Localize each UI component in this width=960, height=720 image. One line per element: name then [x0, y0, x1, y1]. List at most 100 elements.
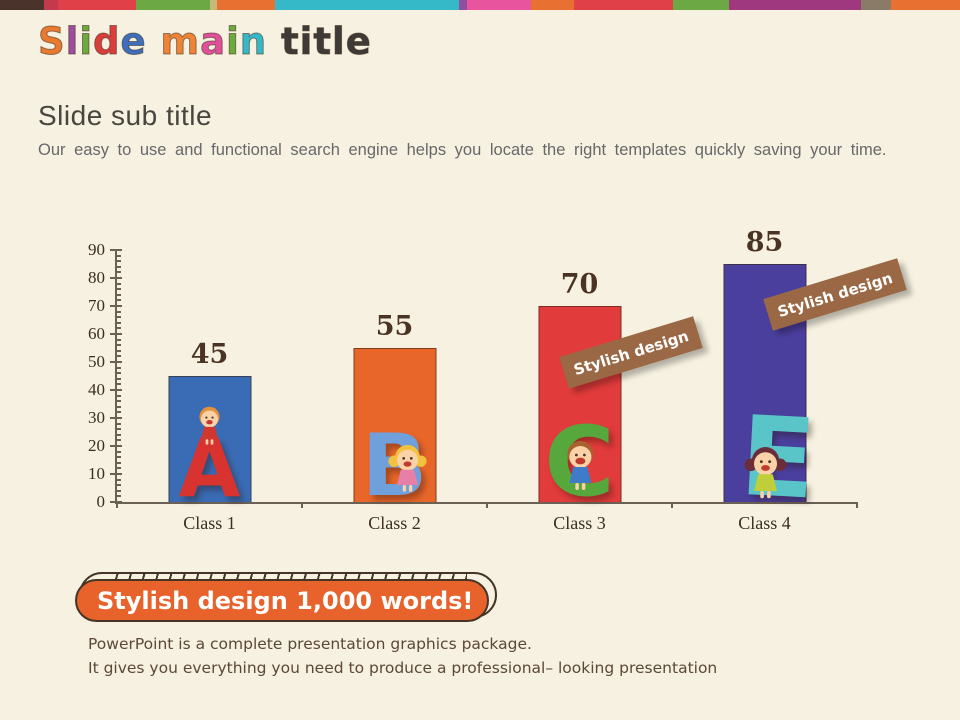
y-axis-tick	[115, 484, 121, 487]
body-text: Our easy to use and functional search en…	[38, 141, 887, 159]
kid-character-icon	[199, 406, 220, 445]
title-letter: S	[38, 20, 66, 63]
y-axis-tick	[110, 389, 122, 391]
y-axis-tick	[115, 461, 121, 464]
strip-segment	[467, 0, 531, 10]
y-axis-tick	[115, 310, 121, 313]
y-axis-label: 70	[88, 296, 105, 315]
bar-value-label: 55	[375, 311, 414, 342]
category-label: Class 3	[553, 513, 606, 533]
title-letter: e	[345, 20, 372, 63]
y-axis-tick	[115, 422, 121, 425]
bar-value-label: 70	[560, 269, 599, 300]
footer-line-2: It gives you everything you need to prod…	[88, 659, 718, 678]
title-letter: i	[299, 20, 314, 63]
y-axis-tick	[115, 433, 121, 436]
bar-rect-class-3: 70 C	[538, 269, 621, 510]
y-axis-tick	[115, 366, 121, 369]
x-axis-tick	[856, 502, 858, 508]
title-letter	[147, 20, 161, 63]
title-letter: l	[332, 20, 346, 63]
y-axis-tick	[115, 349, 121, 352]
chart-column-class-2: 55 B	[302, 250, 487, 509]
x-axis-tick	[671, 502, 673, 508]
banner-label: Stylish design 1,000 words!	[75, 579, 489, 622]
y-axis-tick	[115, 288, 121, 291]
y-axis-tick	[115, 467, 121, 470]
y-axis-tick	[115, 411, 121, 414]
title-letter: i	[79, 20, 94, 63]
x-axis-tick	[301, 502, 303, 508]
y-axis-tick	[115, 394, 121, 397]
strip-segment	[861, 0, 891, 10]
y-axis-tick	[110, 445, 122, 447]
strip-segment	[136, 0, 211, 10]
y-axis-tick	[115, 372, 121, 375]
title-letter: e	[120, 20, 147, 63]
title-letter: a	[200, 20, 227, 63]
y-axis-label: 10	[88, 464, 105, 483]
top-strip	[0, 0, 960, 10]
y-axis-tick	[115, 400, 121, 403]
chart-column-class-4: 85 E	[672, 227, 857, 523]
y-axis-tick	[115, 428, 121, 431]
y-axis-tick	[110, 417, 122, 419]
y-axis-tick	[115, 265, 121, 268]
strip-segment	[274, 0, 459, 10]
bar-value-label: 45	[190, 339, 229, 370]
y-axis-tick	[115, 271, 121, 274]
banner-stylish-design: Stylish design 1,000 words!	[75, 572, 497, 622]
x-axis-tick	[486, 502, 488, 508]
x-axis-tick	[116, 502, 118, 508]
bar-decoration: A	[169, 422, 250, 516]
title-letter: m	[160, 20, 201, 63]
y-axis-tick	[115, 355, 121, 358]
y-axis-tick	[115, 383, 121, 386]
y-axis-tick	[115, 293, 121, 296]
y-axis-tick	[115, 299, 121, 302]
y-axis-tick	[115, 456, 121, 459]
y-axis-tick	[115, 489, 121, 492]
bar-rect-class-2: 55 B	[353, 311, 436, 509]
y-axis-label: 40	[88, 380, 105, 399]
y-axis-tick	[115, 478, 121, 481]
title-letter	[267, 20, 281, 63]
y-axis-tick	[115, 439, 121, 442]
strip-segment	[728, 0, 862, 10]
y-axis-label: 60	[88, 324, 105, 343]
y-axis-label: 90	[88, 240, 105, 259]
footer-line-1: PowerPoint is a complete presentation gr…	[88, 635, 532, 653]
title-letter: t	[313, 20, 333, 63]
kid-character-icon	[567, 441, 594, 490]
title-letter: l	[65, 20, 80, 63]
kid-character-icon	[387, 445, 427, 493]
y-axis-label: 0	[96, 492, 106, 511]
bar-chart: 45 A 55 B	[88, 227, 907, 533]
decorative-letter-a: A	[178, 422, 241, 516]
strip-segment	[0, 0, 45, 10]
y-axis-tick	[110, 249, 122, 251]
strip-segment	[210, 0, 217, 10]
y-axis-tick	[115, 450, 121, 453]
y-axis-label: 30	[88, 408, 105, 427]
y-axis-label: 80	[88, 268, 105, 287]
title-letter: n	[239, 20, 268, 63]
title-letter: i	[226, 20, 240, 63]
category-label: Class 4	[738, 513, 791, 533]
y-axis-tick	[115, 260, 121, 263]
y-axis-tick	[115, 495, 121, 498]
y-axis-label: 20	[88, 436, 105, 455]
strip-segment	[57, 0, 137, 10]
category-label: Class 2	[368, 513, 421, 533]
y-axis-tick	[110, 333, 122, 335]
strip-segment	[530, 0, 575, 10]
y-axis-tick	[115, 282, 121, 285]
y-axis-tick	[110, 277, 122, 279]
banner-hatch-decoration	[105, 574, 467, 581]
strip-segment	[574, 0, 673, 10]
strip-segment	[672, 0, 729, 10]
title-letter: d	[93, 20, 121, 63]
strip-segment	[216, 0, 275, 10]
bar-rect-class-1: 45 A	[168, 339, 251, 516]
